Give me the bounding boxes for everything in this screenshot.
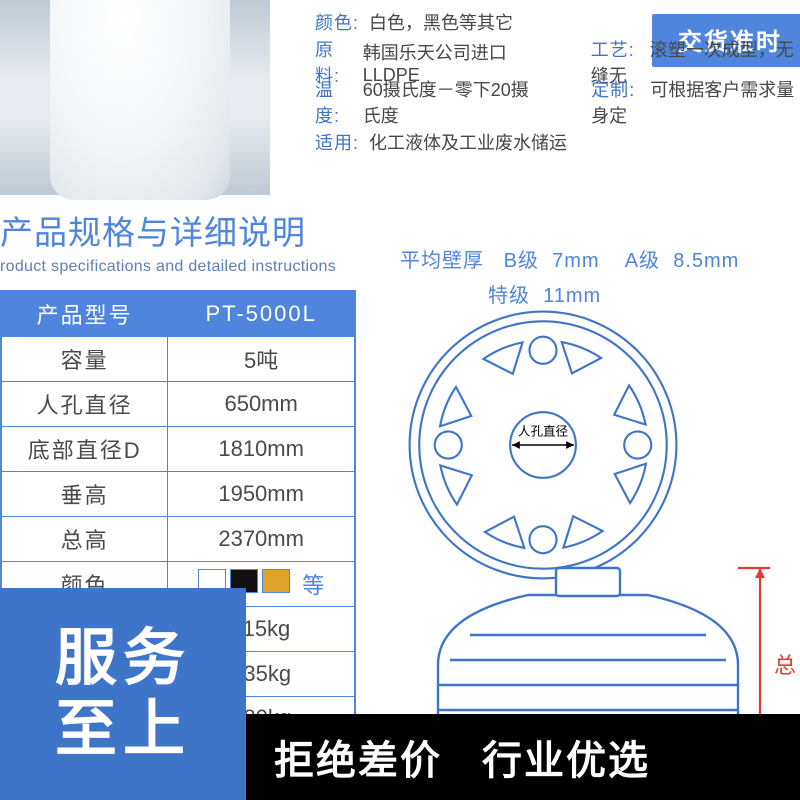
service-line: 至上 [55, 694, 191, 765]
spec-val: 650mm [168, 381, 355, 426]
lid-top-diagram: 人孔直径 [398, 300, 688, 590]
color-swatch [262, 569, 290, 593]
table-header: PT-5000L [168, 291, 355, 336]
spec-key: 垂高 [1, 471, 168, 516]
product-photo [0, 0, 270, 195]
tank-side-diagram [398, 560, 708, 710]
service-block: 服务 至上 [0, 588, 246, 800]
table-row: 容量5吨 [1, 336, 355, 381]
spec-key: 人孔直径 [1, 381, 168, 426]
section-title-zh: 产品规格与详细说明 [0, 206, 336, 254]
product-attrs: 颜色 白色，黑色等其它 原料 韩国乐天公司进口LLDPE 工艺 滚塑一次成型，无… [315, 0, 800, 162]
table-row: 垂高1950mm [1, 471, 355, 516]
spec-val: 1950mm [168, 471, 355, 516]
section-title-en: roduct specifications and detailed instr… [0, 258, 336, 276]
attr-key: 定制 [591, 80, 641, 100]
spec-val: 2370mm [168, 516, 355, 561]
manhole-label: 人孔直径 [518, 424, 568, 438]
wall-thickness-legend: 平均壁厚 B级 7mm A级 8.5mm 特级 11mm [400, 244, 798, 308]
bottom-bar: 拒绝差价 行业优选 [246, 714, 800, 800]
attr-val: 白色，黑色等其它 [369, 9, 513, 35]
table-header: 产品型号 [1, 291, 168, 336]
attr-val: 60摄氏度－零下20摄氏度 [363, 76, 540, 128]
bottom-bar-right: 行业优选 [482, 728, 650, 786]
spec-key: 底部直径D [1, 426, 168, 471]
attr-key: 颜色 [315, 9, 365, 35]
section-title: 产品规格与详细说明 roduct specifications and deta… [0, 206, 336, 276]
table-row: 底部直径D1810mm [1, 426, 355, 471]
attr-val: 化工液体及工业废水储运 [369, 129, 567, 155]
total-height-label: 总 [772, 648, 798, 680]
attr-key: 适用 [315, 129, 365, 155]
spec-key: 容量 [1, 336, 168, 381]
tank-silhouette [50, 0, 230, 200]
attr-row: 温度 60摄氏度－零下20摄氏度 定制 可根据客户需求量身定 [315, 82, 800, 122]
legend-line1: 平均壁厚 B级 7mm A级 8.5mm [400, 244, 798, 273]
spec-val: 1810mm [168, 426, 355, 471]
table-row: 总高2370mm [1, 516, 355, 561]
attr-row: 适用 化工液体及工业废水储运 [315, 122, 800, 162]
service-line: 服务 [55, 623, 191, 694]
spec-val: 5吨 [168, 336, 355, 381]
attr-key: 温度 [315, 76, 359, 128]
table-header-row: 产品型号 PT-5000L [1, 291, 355, 336]
table-row: 人孔直径650mm [1, 381, 355, 426]
bottom-bar-left: 拒绝差价 [274, 728, 442, 786]
swatches-suffix: 等 [302, 573, 324, 598]
attr-key: 工艺 [591, 40, 641, 60]
spec-key: 总高 [1, 516, 168, 561]
